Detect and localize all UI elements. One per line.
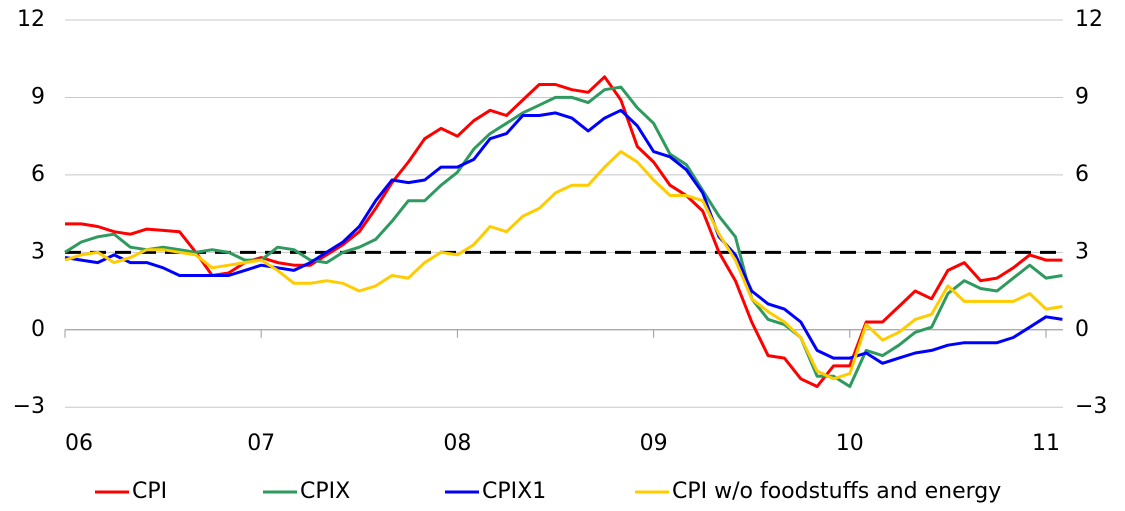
x-tick-label: 11: [1032, 431, 1060, 456]
y2-tick-label: 9: [1075, 84, 1089, 109]
x-tick-label: 08: [443, 431, 471, 456]
y-tick-label: 0: [31, 317, 45, 342]
x-tick-label: 07: [247, 431, 275, 456]
y2-tick-label: −3: [1075, 394, 1107, 419]
y-tick-label: 6: [31, 162, 45, 187]
y-tick-label: 9: [31, 84, 45, 109]
y-tick-label: 3: [31, 239, 45, 264]
x-tick-label: 06: [65, 431, 93, 456]
series-line: [64, 150, 1063, 381]
legend-label: CPI: [132, 479, 167, 504]
legend-label: CPIX1: [482, 479, 546, 504]
series-line: [64, 108, 1063, 365]
x-tick-label: 09: [640, 431, 668, 456]
legend-label: CPI w/o foodstuffs and energy: [672, 479, 1001, 504]
x-tick-label: 10: [836, 431, 864, 456]
y2-tick-label: 12: [1075, 7, 1103, 32]
legend-label: CPIX: [300, 479, 350, 504]
y-tick-label: −3: [13, 394, 45, 419]
series-line: [64, 85, 1063, 388]
y2-tick-label: 6: [1075, 162, 1089, 187]
y2-tick-label: 0: [1075, 317, 1089, 342]
series-line: [65, 75, 1063, 388]
y2-tick-label: 3: [1075, 239, 1089, 264]
y-tick-label: 12: [17, 7, 45, 32]
